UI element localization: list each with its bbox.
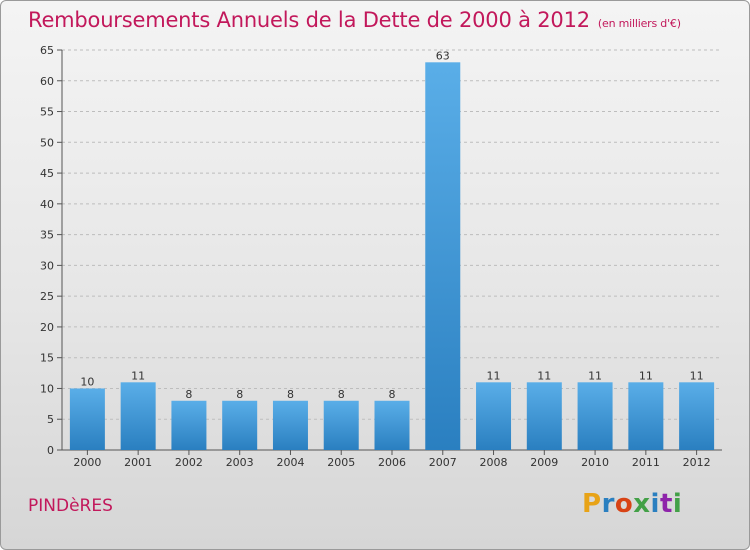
bar (679, 382, 715, 450)
y-tick-label: 15 (40, 352, 54, 365)
commune-name: PINDèRES (28, 496, 113, 516)
x-tick-label: 2010 (581, 456, 609, 469)
title-text: Remboursements Annuels de la Dette de 20… (28, 8, 590, 32)
bar (69, 388, 105, 450)
data-label: 10 (80, 375, 94, 388)
y-tick-label: 60 (40, 75, 54, 88)
bar (628, 382, 664, 450)
data-label: 11 (588, 369, 602, 382)
x-tick-label: 2002 (175, 456, 203, 469)
bar (222, 400, 258, 450)
data-label: 11 (487, 369, 501, 382)
bar (272, 400, 308, 450)
data-label: 8 (338, 388, 345, 401)
bar (120, 382, 156, 450)
y-tick-label: 5 (47, 413, 54, 426)
y-tick-label: 10 (40, 382, 54, 395)
data-label: 8 (389, 388, 396, 401)
x-tick-label: 2004 (276, 456, 304, 469)
bar (476, 382, 512, 450)
x-tick-label: 2009 (530, 456, 558, 469)
data-label: 11 (131, 369, 145, 382)
y-tick-label: 45 (40, 167, 54, 180)
x-tick-label: 2006 (378, 456, 406, 469)
x-tick-label: 2005 (327, 456, 355, 469)
logo-letter: x (633, 489, 651, 519)
data-label: 8 (287, 388, 294, 401)
proxiti-logo: Proxiti (582, 489, 682, 519)
y-tick-label: 40 (40, 198, 54, 211)
data-label: 63 (436, 49, 450, 62)
logo-letter: P (582, 489, 602, 519)
bar (171, 400, 207, 450)
unit-note: (en milliers d'€) (597, 17, 681, 30)
bar (425, 62, 461, 451)
logo-letter: i (650, 489, 660, 519)
x-tick-label: 2001 (124, 456, 152, 469)
bar (526, 382, 562, 450)
y-tick-label: 0 (47, 444, 54, 457)
logo-letter: r (601, 489, 615, 519)
bar (323, 400, 359, 450)
logo-letter: i (672, 489, 683, 519)
chart-title: Remboursements Annuels de la Dette de 20… (28, 8, 681, 32)
y-tick-label: 35 (40, 229, 54, 242)
x-tick-label: 2003 (226, 456, 254, 469)
x-tick-label: 2000 (73, 456, 101, 469)
x-tick-label: 2011 (632, 456, 660, 469)
y-tick-label: 65 (40, 44, 54, 57)
x-tick-label: 2007 (429, 456, 457, 469)
data-label: 11 (690, 369, 704, 382)
bar (577, 382, 613, 450)
data-label: 8 (185, 388, 192, 401)
data-label: 11 (537, 369, 551, 382)
data-label: 11 (639, 369, 653, 382)
y-tick-label: 25 (40, 290, 54, 303)
data-label: 8 (236, 388, 243, 401)
bar (374, 400, 410, 450)
x-tick-label: 2008 (480, 456, 508, 469)
y-tick-label: 55 (40, 106, 54, 119)
x-tick-label: 2012 (683, 456, 711, 469)
y-tick-label: 20 (40, 321, 54, 334)
y-tick-label: 50 (40, 136, 54, 149)
y-tick-label: 30 (40, 259, 54, 272)
logo-letter: o (614, 489, 634, 519)
logo-letter: t (659, 489, 673, 519)
